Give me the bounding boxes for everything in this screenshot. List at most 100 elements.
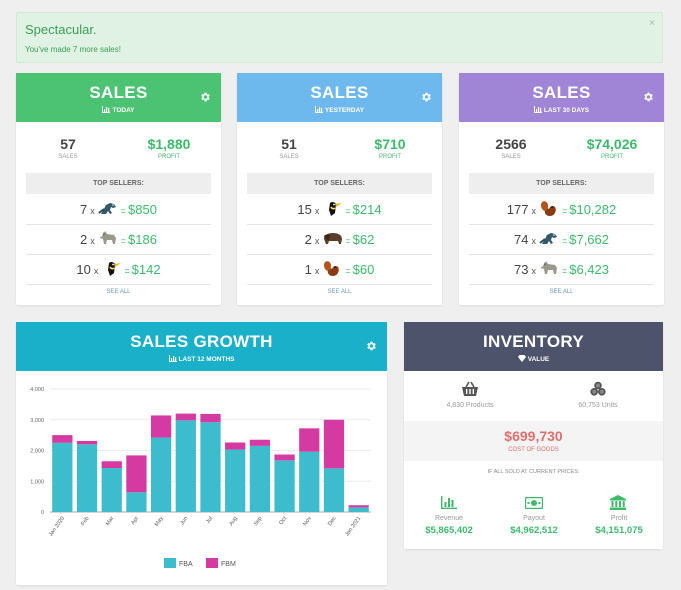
profit-label: PROFIT [379, 154, 401, 160]
top-seller-row[interactable]: 2 x = $186 [26, 225, 211, 255]
bar-fbm[interactable] [126, 455, 147, 493]
x-tick-label: Mar [105, 516, 115, 527]
seller-qty: 2 [304, 232, 312, 247]
sales-count-label: SALES [501, 154, 521, 160]
bar-fba[interactable] [225, 449, 246, 512]
bar-fba[interactable] [299, 451, 320, 512]
bar-fbm[interactable] [52, 435, 73, 443]
sales-growth-subtitle: LAST 12 MONTHS [178, 356, 235, 363]
y-tick-label: 1,000 [30, 479, 44, 485]
see-all-link[interactable]: SEE ALL [106, 289, 131, 295]
bar-fbm[interactable] [348, 505, 369, 508]
seller-qty: 74 [514, 232, 529, 247]
top-seller-row[interactable]: 73 x = $6,423 [469, 255, 654, 285]
products-count: 4,830 Products [446, 402, 494, 409]
bar-fba[interactable] [348, 507, 369, 512]
times-sign: x [93, 266, 99, 276]
x-tick-label: Feb [80, 516, 90, 527]
bar-chart-icon [168, 355, 177, 362]
sales-card-1: SALES YESTERDAY 51 SALES $710 PROFIT TOP… [237, 73, 442, 305]
sales-card-title: SALES [89, 83, 148, 102]
alert-message: You've made 7 more sales! [25, 45, 121, 54]
profit-value: $4,151,075 [595, 525, 643, 536]
y-tick-label: 3,000 [30, 418, 44, 424]
seller-value: $186 [128, 232, 157, 247]
top-seller-row[interactable]: 74 x = $7,662 [469, 225, 654, 255]
gear-icon[interactable] [365, 340, 377, 352]
sales-card-header: SALES TODAY [16, 73, 221, 122]
profit-label: PROFIT [601, 154, 623, 160]
bar-fbm[interactable] [101, 461, 122, 469]
gear-icon[interactable] [420, 91, 432, 103]
bar-fbm[interactable] [200, 413, 221, 423]
success-alert: Spectacular. You've made 7 more sales! × [16, 12, 663, 63]
inventory-subtitle: VALUE [527, 356, 550, 363]
see-all-link[interactable]: SEE ALL [327, 289, 352, 295]
top-seller-row[interactable]: 10 x = $142 [26, 255, 211, 285]
bar-fba[interactable] [52, 442, 73, 512]
basket-icon [462, 381, 478, 396]
dinosaur-icon [98, 203, 116, 214]
wolf-icon [540, 261, 557, 274]
times-sign: x [531, 206, 536, 216]
gear-icon[interactable] [199, 91, 211, 103]
sales-count: 51 [281, 136, 297, 152]
bar-fbm[interactable] [274, 454, 295, 461]
see-all-link[interactable]: SEE ALL [549, 289, 574, 295]
sales-growth-card: SALES GROWTH LAST 12 MONTHS 0 1,000 2,000 3… [16, 322, 387, 585]
sales-card-title: SALES [532, 83, 591, 102]
x-tick-label: Apr [130, 516, 140, 527]
toucan-icon [108, 262, 122, 276]
profit-amount: $1,880 [147, 136, 191, 152]
bar-fba[interactable] [150, 437, 172, 512]
bar-fba[interactable] [76, 444, 98, 512]
equals-sign: = [561, 236, 568, 246]
top-sellers-header: TOP SELLERS: [247, 173, 432, 194]
bar-fba[interactable] [101, 468, 122, 512]
bar-fbm[interactable] [175, 413, 196, 421]
gear-icon[interactable] [642, 91, 654, 103]
bar-fbm[interactable] [323, 419, 345, 469]
times-sign: x [314, 236, 320, 246]
bison-icon [324, 233, 343, 244]
equals-sign: = [345, 266, 351, 276]
bar-chart-icon [314, 106, 323, 113]
bar-fbm[interactable] [225, 442, 246, 450]
top-seller-row[interactable]: 15 x = $214 [247, 195, 432, 225]
x-tick-label: Jun [179, 516, 189, 527]
times-sign: x [314, 266, 320, 276]
top-seller-row[interactable]: 177 x = $10,282 [469, 195, 654, 225]
top-seller-row[interactable]: 7 x = $850 [26, 195, 211, 225]
bar-fbm[interactable] [150, 415, 172, 438]
sales-card-period: YESTERDAY [324, 107, 365, 114]
top-sellers-header: TOP SELLERS: [26, 173, 211, 194]
bar-fba[interactable] [323, 468, 345, 512]
close-icon[interactable]: × [649, 18, 655, 29]
bar-fba[interactable] [200, 422, 221, 512]
y-tick-label: 0 [41, 510, 44, 516]
bar-fbm[interactable] [299, 428, 320, 452]
equals-sign: = [120, 236, 127, 246]
sales-card-header: SALES LAST 30 DAYS [459, 73, 664, 122]
times-sign: x [90, 206, 95, 216]
inventory-card: INVENTORY VALUE 4,830 Products 60,753 Un… [404, 322, 663, 549]
bar-fbm[interactable] [76, 440, 98, 445]
top-seller-row[interactable]: 1 x = $60 [247, 255, 432, 285]
bar-fba[interactable] [126, 492, 147, 512]
bar-fbm[interactable] [249, 439, 271, 446]
seller-qty: 2 [80, 232, 88, 247]
bar-chart-icon [441, 496, 457, 509]
times-sign: x [531, 236, 536, 246]
dinosaur-icon [539, 233, 557, 244]
bank-icon [610, 495, 626, 510]
top-seller-row[interactable]: 2 x = $62 [247, 225, 432, 255]
squirrel-icon [540, 201, 556, 216]
bar-fba[interactable] [175, 420, 196, 512]
profit-label: PROFIT [158, 154, 180, 160]
bar-fba[interactable] [274, 460, 295, 512]
seller-value: $142 [131, 262, 161, 277]
bar-fba[interactable] [249, 445, 271, 512]
toucan-icon [329, 202, 343, 216]
legend-label-fba: FBA [179, 561, 193, 568]
units-count: 60,753 Units [578, 402, 618, 409]
